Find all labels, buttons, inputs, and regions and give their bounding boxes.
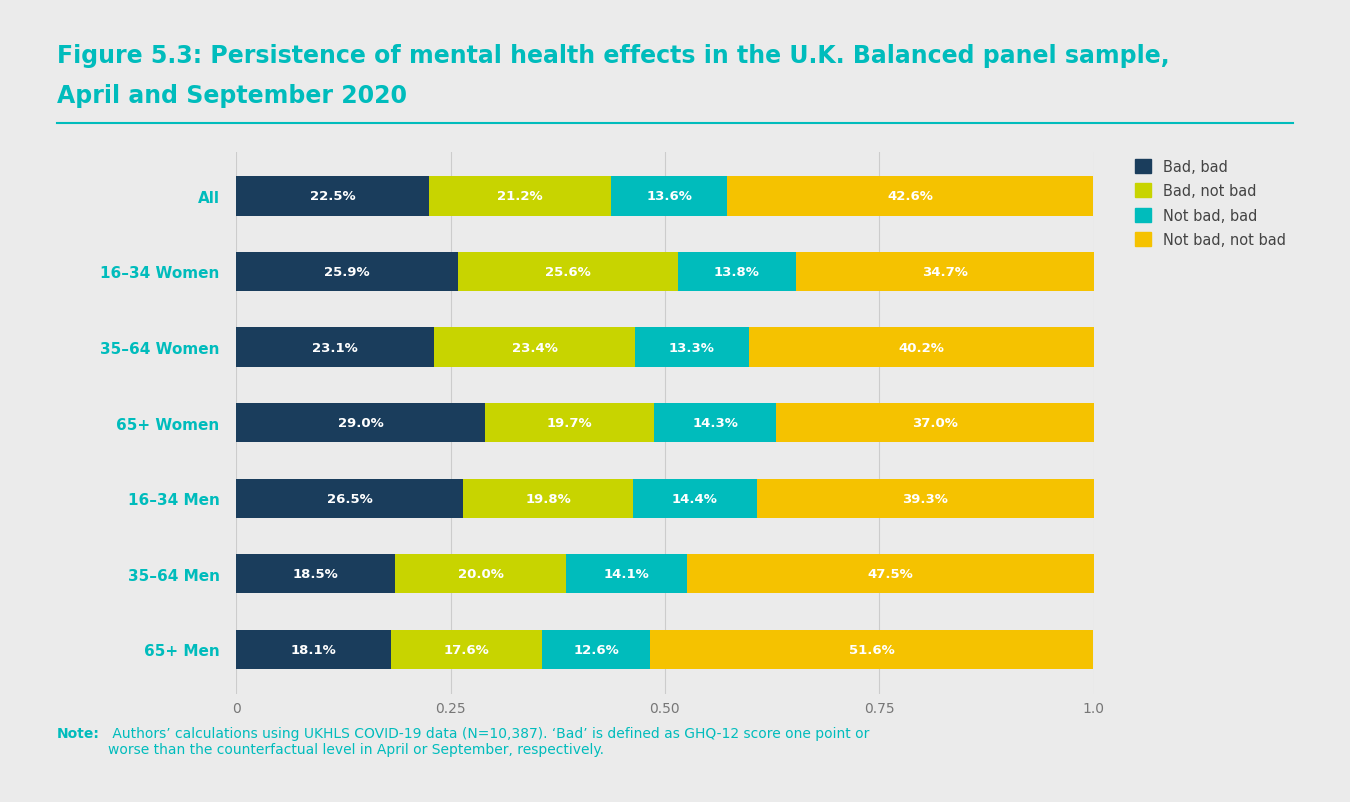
Text: 14.3%: 14.3% <box>693 416 738 430</box>
Bar <box>749 328 1094 367</box>
Text: 47.5%: 47.5% <box>868 568 914 581</box>
Bar <box>610 177 728 217</box>
Bar <box>429 177 610 217</box>
Text: 19.8%: 19.8% <box>525 492 571 505</box>
Text: Figure 5.3: Persistence of mental health effects in the U.K. Balanced panel samp: Figure 5.3: Persistence of mental health… <box>57 44 1169 68</box>
Text: 14.4%: 14.4% <box>672 492 718 505</box>
Text: 37.0%: 37.0% <box>913 416 958 430</box>
Bar <box>236 328 435 367</box>
Text: 40.2%: 40.2% <box>898 341 944 354</box>
Text: 14.1%: 14.1% <box>603 568 649 581</box>
Bar <box>485 403 653 443</box>
Text: 42.6%: 42.6% <box>887 190 933 203</box>
Bar <box>236 253 458 292</box>
Text: 20.0%: 20.0% <box>458 568 504 581</box>
Text: 51.6%: 51.6% <box>849 643 894 656</box>
Text: 26.5%: 26.5% <box>327 492 373 505</box>
Text: April and September 2020: April and September 2020 <box>57 84 406 108</box>
Bar <box>458 253 678 292</box>
Text: 13.8%: 13.8% <box>714 265 760 278</box>
Text: 19.7%: 19.7% <box>547 416 593 430</box>
Text: 22.5%: 22.5% <box>310 190 355 203</box>
Bar <box>236 630 392 669</box>
Bar <box>463 479 633 518</box>
Bar <box>236 554 394 593</box>
Text: 12.6%: 12.6% <box>574 643 620 656</box>
Bar <box>651 630 1092 669</box>
Text: 34.7%: 34.7% <box>922 265 968 278</box>
Bar <box>796 253 1094 292</box>
Text: Note:: Note: <box>57 726 100 739</box>
Text: 25.9%: 25.9% <box>324 265 370 278</box>
Text: 39.3%: 39.3% <box>902 492 948 505</box>
Bar <box>435 328 634 367</box>
Bar <box>236 403 485 443</box>
Bar <box>566 554 687 593</box>
Text: 23.4%: 23.4% <box>512 341 558 354</box>
Text: 13.6%: 13.6% <box>647 190 693 203</box>
Bar <box>634 328 749 367</box>
Text: 18.5%: 18.5% <box>293 568 339 581</box>
Text: 21.2%: 21.2% <box>497 190 543 203</box>
Text: Authors’ calculations using UKHLS COVID-19 data (N=10,387). ‘Bad’ is defined as : Authors’ calculations using UKHLS COVID-… <box>108 726 869 756</box>
Bar <box>776 403 1094 443</box>
Text: 23.1%: 23.1% <box>312 341 358 354</box>
Text: 29.0%: 29.0% <box>338 416 383 430</box>
Text: 13.3%: 13.3% <box>670 341 714 354</box>
Bar <box>543 630 651 669</box>
Text: 25.6%: 25.6% <box>545 265 591 278</box>
Bar <box>678 253 796 292</box>
Bar <box>756 479 1094 518</box>
Bar <box>236 177 429 217</box>
Bar <box>687 554 1095 593</box>
Bar <box>394 554 566 593</box>
Bar <box>653 403 776 443</box>
Bar <box>633 479 756 518</box>
Bar <box>728 177 1092 217</box>
Text: 17.6%: 17.6% <box>444 643 490 656</box>
Legend: Bad, bad, Bad, not bad, Not bad, bad, Not bad, not bad: Bad, bad, Bad, not bad, Not bad, bad, No… <box>1135 160 1285 248</box>
Text: 18.1%: 18.1% <box>292 643 336 656</box>
Bar <box>236 479 463 518</box>
Bar <box>392 630 543 669</box>
